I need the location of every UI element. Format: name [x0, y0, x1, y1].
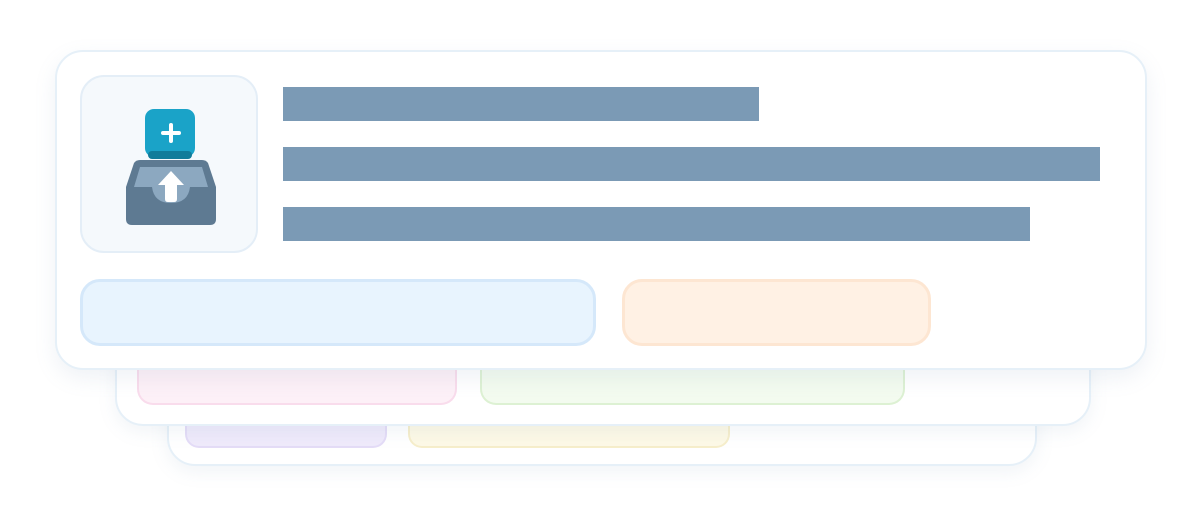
description-line-2 — [283, 207, 1030, 241]
primary-action-button[interactable] — [80, 279, 596, 346]
secondary-action-button[interactable] — [622, 279, 931, 346]
title-line — [283, 87, 759, 121]
description-line-1 — [283, 147, 1100, 181]
inbox-upload-icon — [80, 75, 258, 253]
upload-arrow-icon — [158, 171, 184, 202]
inbox-upload-icon-graphic — [126, 109, 216, 225]
